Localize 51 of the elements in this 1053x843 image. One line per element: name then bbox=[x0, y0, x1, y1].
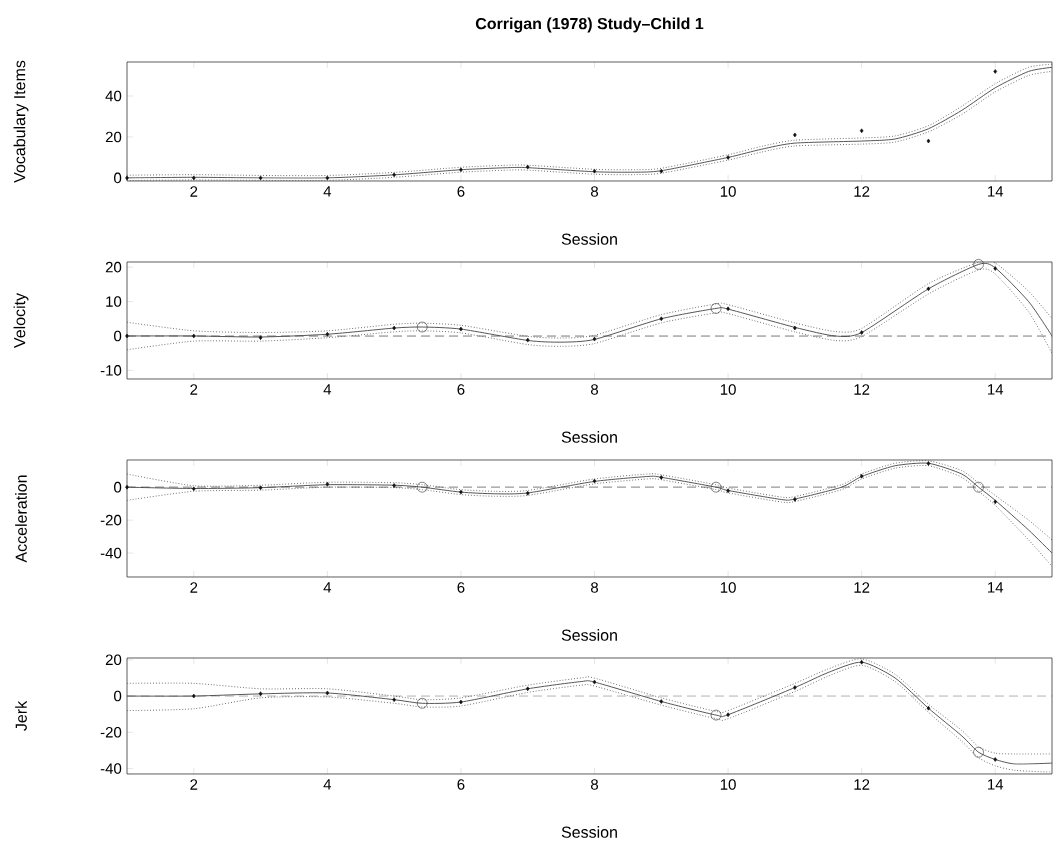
x-tick-label: 2 bbox=[190, 384, 198, 395]
y-tick-label: 0 bbox=[114, 690, 122, 702]
x-tick-label: 4 bbox=[323, 779, 332, 790]
x-tick-label: 8 bbox=[591, 582, 599, 593]
x-axis-title: Session bbox=[561, 629, 617, 641]
y-tick-label: -20 bbox=[100, 726, 122, 738]
y-tick-label: 0 bbox=[114, 172, 122, 184]
y-tick-label: 40 bbox=[105, 90, 122, 102]
x-tick-label: 6 bbox=[457, 186, 465, 197]
y-tick-label: 0 bbox=[114, 330, 122, 342]
x-tick-label: 12 bbox=[854, 582, 870, 593]
chart-title: Corrigan (1978) Study–Child 1 bbox=[475, 17, 704, 33]
x-tick-label: 10 bbox=[720, 582, 736, 593]
x-tick-label: 14 bbox=[988, 779, 1004, 790]
y-tick-label: 20 bbox=[105, 261, 122, 273]
x-tick-label: 2 bbox=[190, 186, 198, 197]
x-tick-label: 12 bbox=[854, 186, 870, 197]
y-tick-label: 20 bbox=[105, 131, 122, 143]
x-tick-label: 2 bbox=[190, 779, 198, 790]
x-tick-label: 4 bbox=[323, 582, 332, 593]
x-tick-label: 8 bbox=[591, 779, 599, 790]
x-tick-label: 14 bbox=[988, 582, 1004, 593]
x-tick-label: 2 bbox=[190, 582, 198, 593]
x-tick-label: 12 bbox=[854, 384, 870, 395]
x-tick-label: 8 bbox=[591, 384, 599, 395]
y-tick-label: 20 bbox=[105, 654, 122, 666]
x-tick-label: 6 bbox=[457, 384, 465, 395]
x-tick-label: 10 bbox=[720, 779, 736, 790]
y-tick-label: -10 bbox=[100, 365, 122, 376]
x-axis-title: Session bbox=[561, 233, 617, 245]
y-tick-label: -40 bbox=[100, 763, 122, 774]
x-axis-title: Session bbox=[561, 826, 617, 838]
y-tick-label: 10 bbox=[106, 296, 122, 307]
x-tick-label: 6 bbox=[457, 779, 465, 790]
x-tick-label: 14 bbox=[988, 384, 1004, 395]
x-tick-label: 6 bbox=[457, 582, 465, 593]
x-tick-label: 10 bbox=[720, 384, 736, 395]
x-tick-label: 4 bbox=[323, 384, 332, 395]
x-tick-label: 8 bbox=[591, 186, 599, 197]
x-axis-title: Session bbox=[561, 431, 617, 443]
y-axis-title: Vocabulary Items bbox=[13, 60, 29, 183]
x-tick-label: 10 bbox=[720, 186, 736, 197]
y-tick-label: -20 bbox=[100, 514, 122, 526]
y-axis-title: Acceleration bbox=[15, 475, 27, 563]
y-tick-label: 0 bbox=[114, 481, 122, 493]
x-tick-label: 4 bbox=[323, 186, 332, 197]
x-tick-label: 14 bbox=[988, 186, 1004, 197]
y-axis-title: Velocity bbox=[13, 292, 29, 348]
y-tick-label: -40 bbox=[100, 547, 122, 559]
x-tick-label: 12 bbox=[854, 779, 870, 790]
y-axis-title: Jerk bbox=[15, 700, 27, 731]
